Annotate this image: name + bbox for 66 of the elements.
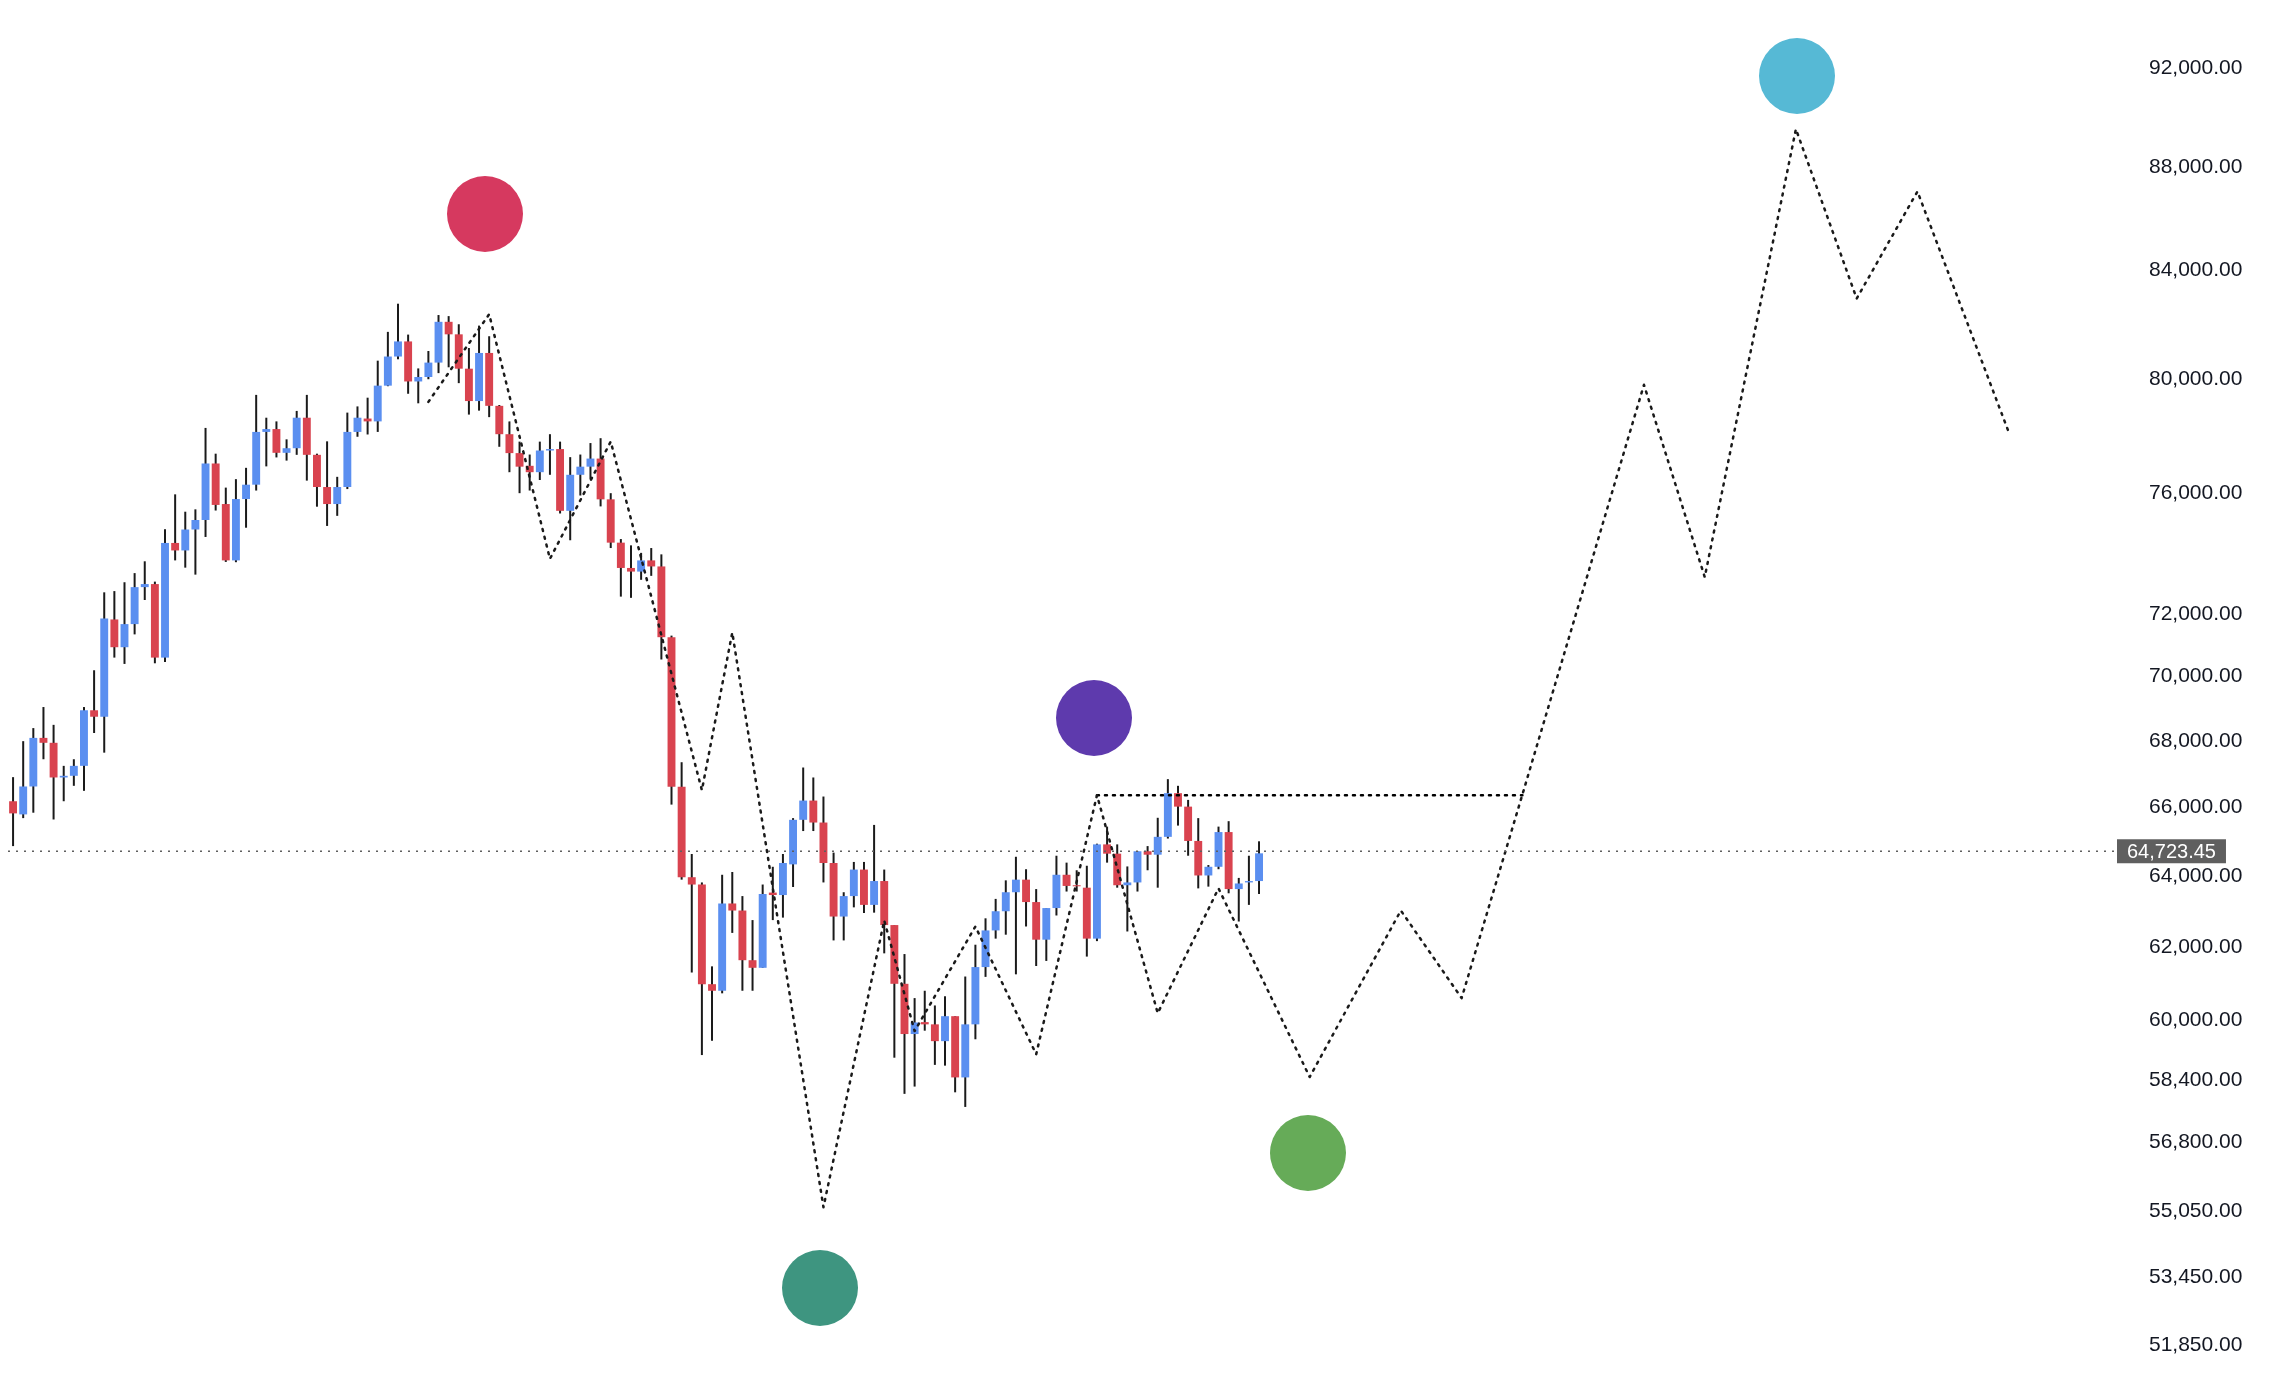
y-tick-label: 76,000.00 [2149,480,2243,504]
candlestick [90,669,99,734]
candlestick [1072,869,1081,893]
candlestick [39,706,48,761]
candlestick [171,493,180,562]
candlestick [1103,825,1112,864]
candlestick [728,871,737,934]
candlestick [870,823,879,914]
candlestick [576,453,585,497]
candlestick [414,367,423,405]
y-tick-label: 56,800.00 [2149,1128,2243,1152]
candlestick [1153,816,1162,889]
ref-line-label: 64,723.45 [2127,839,2216,862]
candlestick [191,508,200,576]
line-series [427,127,2010,1209]
candlestick [140,560,149,601]
candlestick [1022,868,1030,928]
candlestick [1062,861,1071,893]
candlestick [687,853,696,974]
candlestick [809,776,818,833]
y-tick-label: 55,050.00 [2149,1198,2243,1222]
y-tick-label: 68,000.00 [2149,727,2243,751]
candlestick [545,433,554,476]
candlestick [444,315,453,369]
candlestick [1174,784,1182,827]
candlestick [242,466,250,529]
candlestick [181,510,190,569]
y-tick-label: 60,000.00 [2149,1006,2243,1030]
candlestick [262,416,271,468]
candlestick [748,919,757,992]
candlestick [1001,879,1010,936]
candlestick [839,891,848,942]
candlestick [272,420,281,459]
candlestick [799,766,808,833]
candlestick [333,475,342,517]
candlestick [627,544,635,599]
candlestick [505,420,514,474]
candlestick [647,547,656,577]
candlestick [708,965,716,1042]
candlestick [1123,865,1132,933]
candlestick [1143,845,1152,872]
y-tick-label: 53,450.00 [2149,1264,2243,1288]
y-tick-label: 58,400.00 [2149,1066,2243,1090]
y-tick-label: 72,000.00 [2149,600,2243,624]
y-tick-label: 70,000.00 [2149,663,2243,687]
y-tick-label: 64,000.00 [2149,862,2243,886]
candlestick [69,758,78,787]
y-tick-label: 66,000.00 [2149,794,2243,818]
candlestick [1234,876,1243,923]
candlestick [394,302,402,361]
y-tick-label: 92,000.00 [2149,54,2243,78]
candlestick [515,440,524,495]
candlestick [930,1004,939,1066]
y-tick-label: 84,000.00 [2149,257,2243,281]
candlestick [323,440,332,527]
y-tick-label: 80,000.00 [2149,366,2243,390]
y-tick-label: 51,850.00 [2149,1331,2243,1355]
candlestick [1204,864,1213,888]
candlestick [535,440,544,482]
candlestick [1011,855,1020,976]
candlestick [424,350,433,381]
candlestick [991,897,1000,940]
candlestick [9,776,18,848]
y-tick-label: 88,000.00 [2149,153,2243,177]
candlestick [282,438,291,462]
y-tick-label: 62,000.00 [2149,933,2243,957]
